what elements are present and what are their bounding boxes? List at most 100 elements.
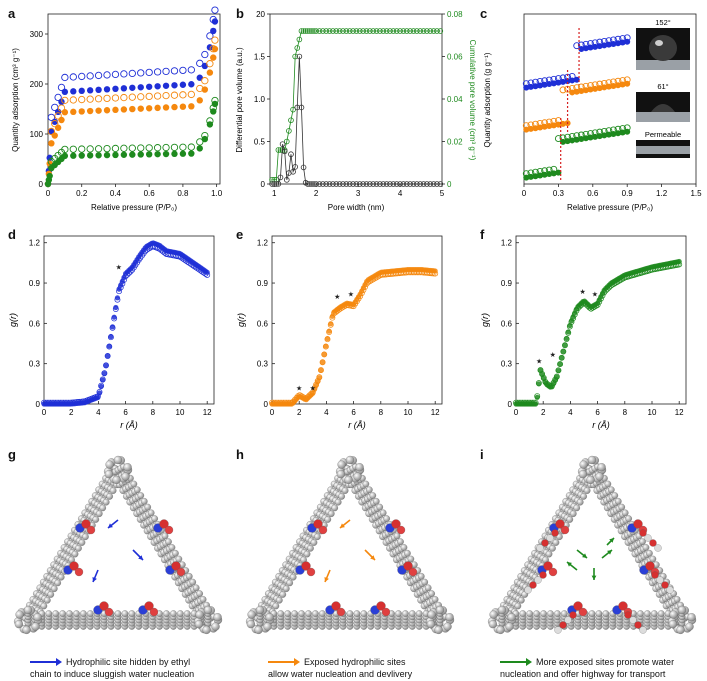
- rdf-open-point: [594, 301, 601, 308]
- rdf-point: [541, 375, 547, 382]
- chart-a-desorption-point: [103, 94, 111, 103]
- chart-c-desorption-point: [623, 76, 631, 84]
- chart-a-xtick-label: 0: [46, 189, 51, 198]
- chart-c-desorption-point: [605, 127, 613, 135]
- chart-a-desorption-point: [206, 32, 214, 40]
- atom-sphere: [314, 533, 321, 541]
- chart-a-xtick-label: 0.8: [177, 189, 189, 198]
- atom-sphere: [305, 610, 312, 617]
- chart-a-adsorption-point: [70, 108, 77, 116]
- rdf-open-point: [358, 290, 365, 297]
- rdf-ylabel: g(r): [236, 313, 246, 327]
- atom-sphere: [435, 605, 445, 615]
- rdf-ytick-label: 1.2: [501, 239, 513, 248]
- chart-c-desorption-point: [554, 135, 562, 143]
- chart-c-desorption-point: [541, 167, 549, 175]
- chart-c-desorption-point: [550, 75, 558, 83]
- rdf-open-point: [114, 296, 121, 303]
- chart-b-differential-line: [272, 56, 441, 185]
- rdf-ytick-label: 0.3: [29, 360, 41, 369]
- rdf-point: [562, 342, 568, 348]
- rdf-point: [557, 361, 563, 367]
- atom-sphere: [331, 504, 339, 512]
- chart-a-desorption-point: [196, 138, 204, 146]
- atom-sphere: [424, 584, 432, 592]
- rdf-xlabel: r (Å): [120, 420, 138, 430]
- atom-sphere: [426, 619, 436, 629]
- atom-sphere: [407, 555, 415, 563]
- atom-sphere: [642, 544, 650, 551]
- atom-sphere: [569, 611, 577, 619]
- chart-c-desorption-point: [554, 117, 562, 125]
- atom-sphere: [171, 561, 181, 571]
- chart-d-rdf: 0 0.3 0.6 0.9 1.2 0 2 4 6 8 10 12 g(r) r (Å) ★: [8, 235, 215, 430]
- atom-sphere: [172, 549, 179, 557]
- chart-a-desorption-point: [51, 103, 59, 112]
- atom-sphere: [164, 525, 174, 535]
- atom-sphere: [488, 619, 498, 629]
- panel-letter-i: i: [480, 447, 484, 462]
- rdf-ytick-label: 1.2: [29, 239, 41, 248]
- atom-sphere: [50, 585, 58, 593]
- atom-sphere: [676, 625, 685, 635]
- chart-c-desorption-point: [609, 78, 617, 86]
- chart-a-adsorption-point: [210, 54, 217, 61]
- rdf-point: [555, 368, 562, 374]
- rdf-open-point: [104, 353, 111, 359]
- atom-sphere: [92, 516, 100, 523]
- chart-c-desorption-point: [568, 84, 576, 92]
- atom-sphere: [282, 585, 290, 593]
- rdf-open-point: [570, 315, 577, 322]
- atom-sphere: [608, 486, 615, 494]
- chart-a-desorption-point: [206, 117, 214, 125]
- atom-sphere: [543, 561, 553, 571]
- rdf-point: [106, 343, 112, 349]
- atom-sphere: [403, 561, 413, 571]
- molecule-illustration-g: [13, 455, 223, 635]
- atom-sphere: [421, 578, 429, 586]
- arrow-head-icon: [609, 538, 614, 543]
- atom-sphere: [526, 610, 534, 617]
- atom-sphere: [624, 611, 632, 619]
- rdf-open-point: [322, 343, 329, 350]
- chart-b-right-tick-label: 0.06: [447, 53, 463, 62]
- legend-h-arrow-icon: [268, 658, 300, 666]
- chart-a-xtick-label: 0.2: [76, 189, 88, 198]
- chart-a-frame: [47, 13, 221, 185]
- chart-b-ylabel-right: Cumulative pore volume (cm³ g⁻¹): [468, 40, 477, 161]
- rdf-ylabel: g(r): [480, 313, 490, 327]
- chart-a-adsorption-point: [129, 105, 136, 113]
- rdf-ytick-label: 0.3: [501, 360, 513, 369]
- rdf-xtick-label: 12: [431, 408, 440, 417]
- chart-c-desorption-point: [522, 122, 530, 130]
- legend-h-line2: allow water nucleation and devlivery: [268, 669, 413, 679]
- chart-a-adsorption-point: [70, 88, 77, 95]
- chart-c-desorption-point: [596, 128, 604, 136]
- rdf-point: [534, 394, 540, 400]
- rdf-peak-star-icon: ★: [296, 385, 302, 393]
- chart-a-desorption-point: [170, 91, 179, 99]
- atom-sphere: [685, 622, 694, 631]
- chart-a-isotherm: 0 100 200 300 0 0.2 0.4 0.6 0.8 1.0 Quantity adso…: [11, 6, 223, 212]
- rdf-point: [113, 304, 119, 311]
- atom-sphere: [434, 625, 443, 635]
- rdf-xtick-label: 8: [379, 408, 384, 417]
- chart-c-desorption-point: [550, 165, 558, 173]
- atom-sphere: [534, 576, 542, 584]
- chart-a-ylabel: Quantity adsorption (cm³ g⁻¹): [11, 48, 20, 152]
- rdf-open-point: [101, 370, 108, 377]
- atom-sphere: [279, 591, 287, 598]
- chart-a-desorption-point: [86, 145, 94, 153]
- atom-sphere: [324, 516, 332, 523]
- atom-sphere: [661, 581, 669, 589]
- atom-sphere: [104, 607, 114, 617]
- chart-b-right-tick-label: 0.02: [447, 138, 463, 147]
- chart-a-desorption-point: [196, 84, 204, 93]
- arrow-head-icon: [370, 555, 375, 560]
- chart-a-adsorption-point: [120, 151, 128, 158]
- atom-sphere: [175, 555, 183, 563]
- chart-b-xtick-label: 1: [272, 189, 277, 198]
- chart-a-desorption-point: [61, 145, 69, 154]
- atom-sphere: [52, 610, 60, 617]
- chart-a-adsorption-point: [154, 104, 161, 112]
